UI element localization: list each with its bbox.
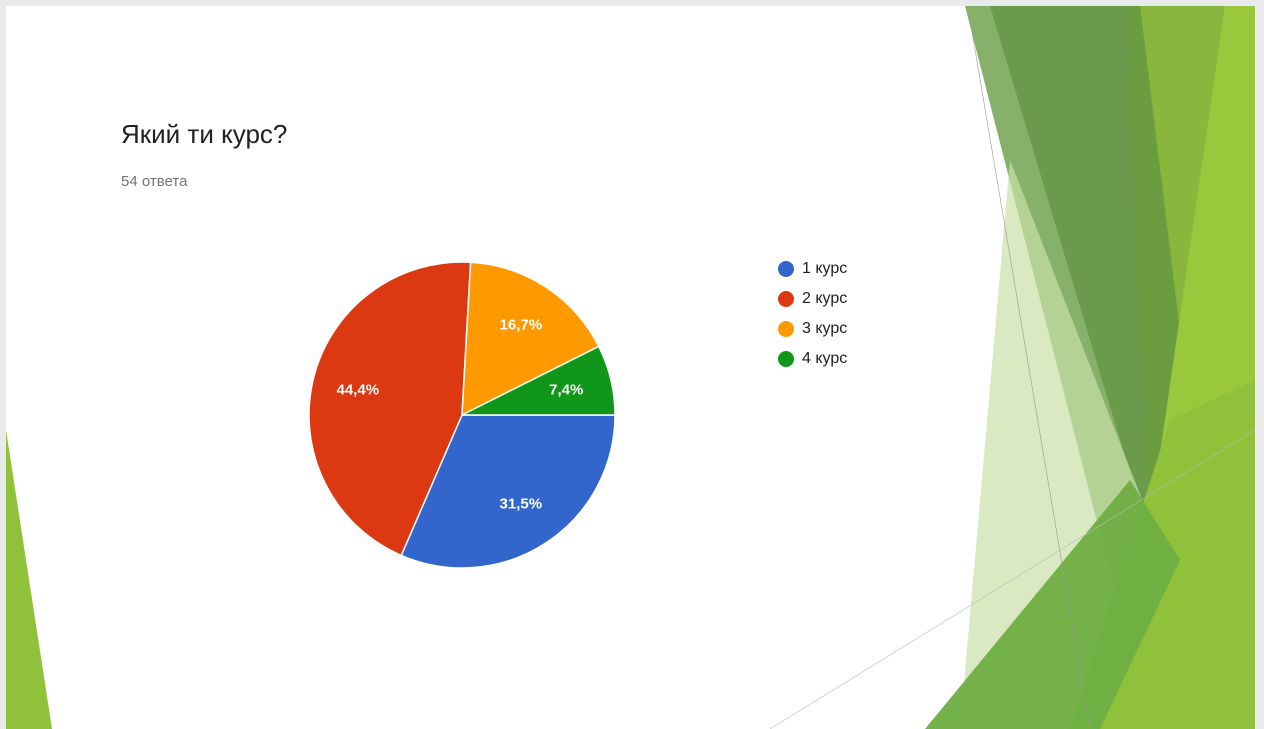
chart-subtitle: 54 ответа <box>121 173 188 190</box>
pie-slice <box>461 345 616 416</box>
chart-title: Який ти курс? <box>121 119 287 149</box>
legend-swatch <box>778 351 794 367</box>
slice-label: 7,4% <box>549 381 583 398</box>
slice-label: 16,7% <box>500 316 543 333</box>
slice-label: 44,4% <box>337 381 380 398</box>
legend-swatch <box>778 321 794 337</box>
legend-swatch <box>778 261 794 277</box>
pie-slice <box>308 261 472 557</box>
legend-label: 4 курс <box>802 350 847 367</box>
pie-slice <box>461 261 600 417</box>
decoration <box>6 6 1256 729</box>
legend-label: 1 курс <box>802 260 847 277</box>
legend-label: 3 курс <box>802 320 847 337</box>
legend-label: 2 курс <box>802 290 847 307</box>
slice-label: 31,5% <box>500 495 543 512</box>
legend-swatch <box>778 291 794 307</box>
pie-slice <box>400 414 616 569</box>
